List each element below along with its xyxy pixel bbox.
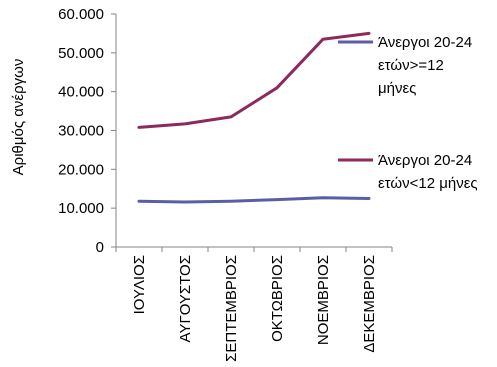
x-tick-label: ΝΟΕΜΒΡΙΟΣ	[315, 255, 332, 345]
series-lines	[137, 31, 371, 204]
y-tick-label: 0	[96, 239, 104, 256]
legend-label-line: μήνες	[378, 80, 416, 97]
x-tick-label: ΑΥΓΟΥΣΤΟΣ	[177, 255, 194, 342]
axes	[111, 13, 393, 252]
legend-label-line: Άνεργοι 20-24	[378, 34, 472, 51]
y-axis-title: Αριθμός ανέργων	[10, 59, 27, 176]
series-line-2	[137, 31, 371, 129]
x-tick-label: ΣΕΠΤΕΜΒΡΙΟΣ	[223, 255, 240, 362]
y-tick-label: 10.000	[58, 200, 104, 217]
legend-label-line: Άνεργοι 20-24	[378, 152, 472, 169]
x-axis-tick-labels: ΙΟΥΛΙΟΣ ΑΥΓΟΥΣΤΟΣ ΣΕΠΤΕΜΒΡΙΟΣ ΟΚΤΩΒΡΙΟΣ ΝΟΕΜ…	[131, 255, 378, 362]
legend-label-line: ετών>=12	[378, 57, 444, 74]
y-tick-label: 40.000	[58, 84, 104, 101]
y-tick-label: 20.000	[58, 161, 104, 178]
y-tick-label: 30.000	[58, 123, 104, 140]
series-line-1	[137, 196, 371, 204]
legend-label-line: ετών<12 μήνες	[378, 175, 478, 192]
x-tick-label: ΔΕΚΕΜΒΡΙΟΣ	[361, 255, 378, 353]
y-axis-title-text: Αριθμός ανέργων	[10, 59, 27, 176]
y-tick-label: 50.000	[58, 45, 104, 62]
x-tick-label: ΙΟΥΛΙΟΣ	[131, 255, 148, 314]
x-tick-label: ΟΚΤΩΒΡΙΟΣ	[269, 255, 286, 342]
legend: Άνεργοι 20-24 ετών>=12 μήνες Άνεργοι 20-24 ε…	[338, 34, 478, 192]
y-tick-label: 60.000	[58, 6, 104, 23]
y-axis-tick-labels: 0 10.000 20.000 30.000 40.000 50.000 60.000	[58, 6, 104, 256]
